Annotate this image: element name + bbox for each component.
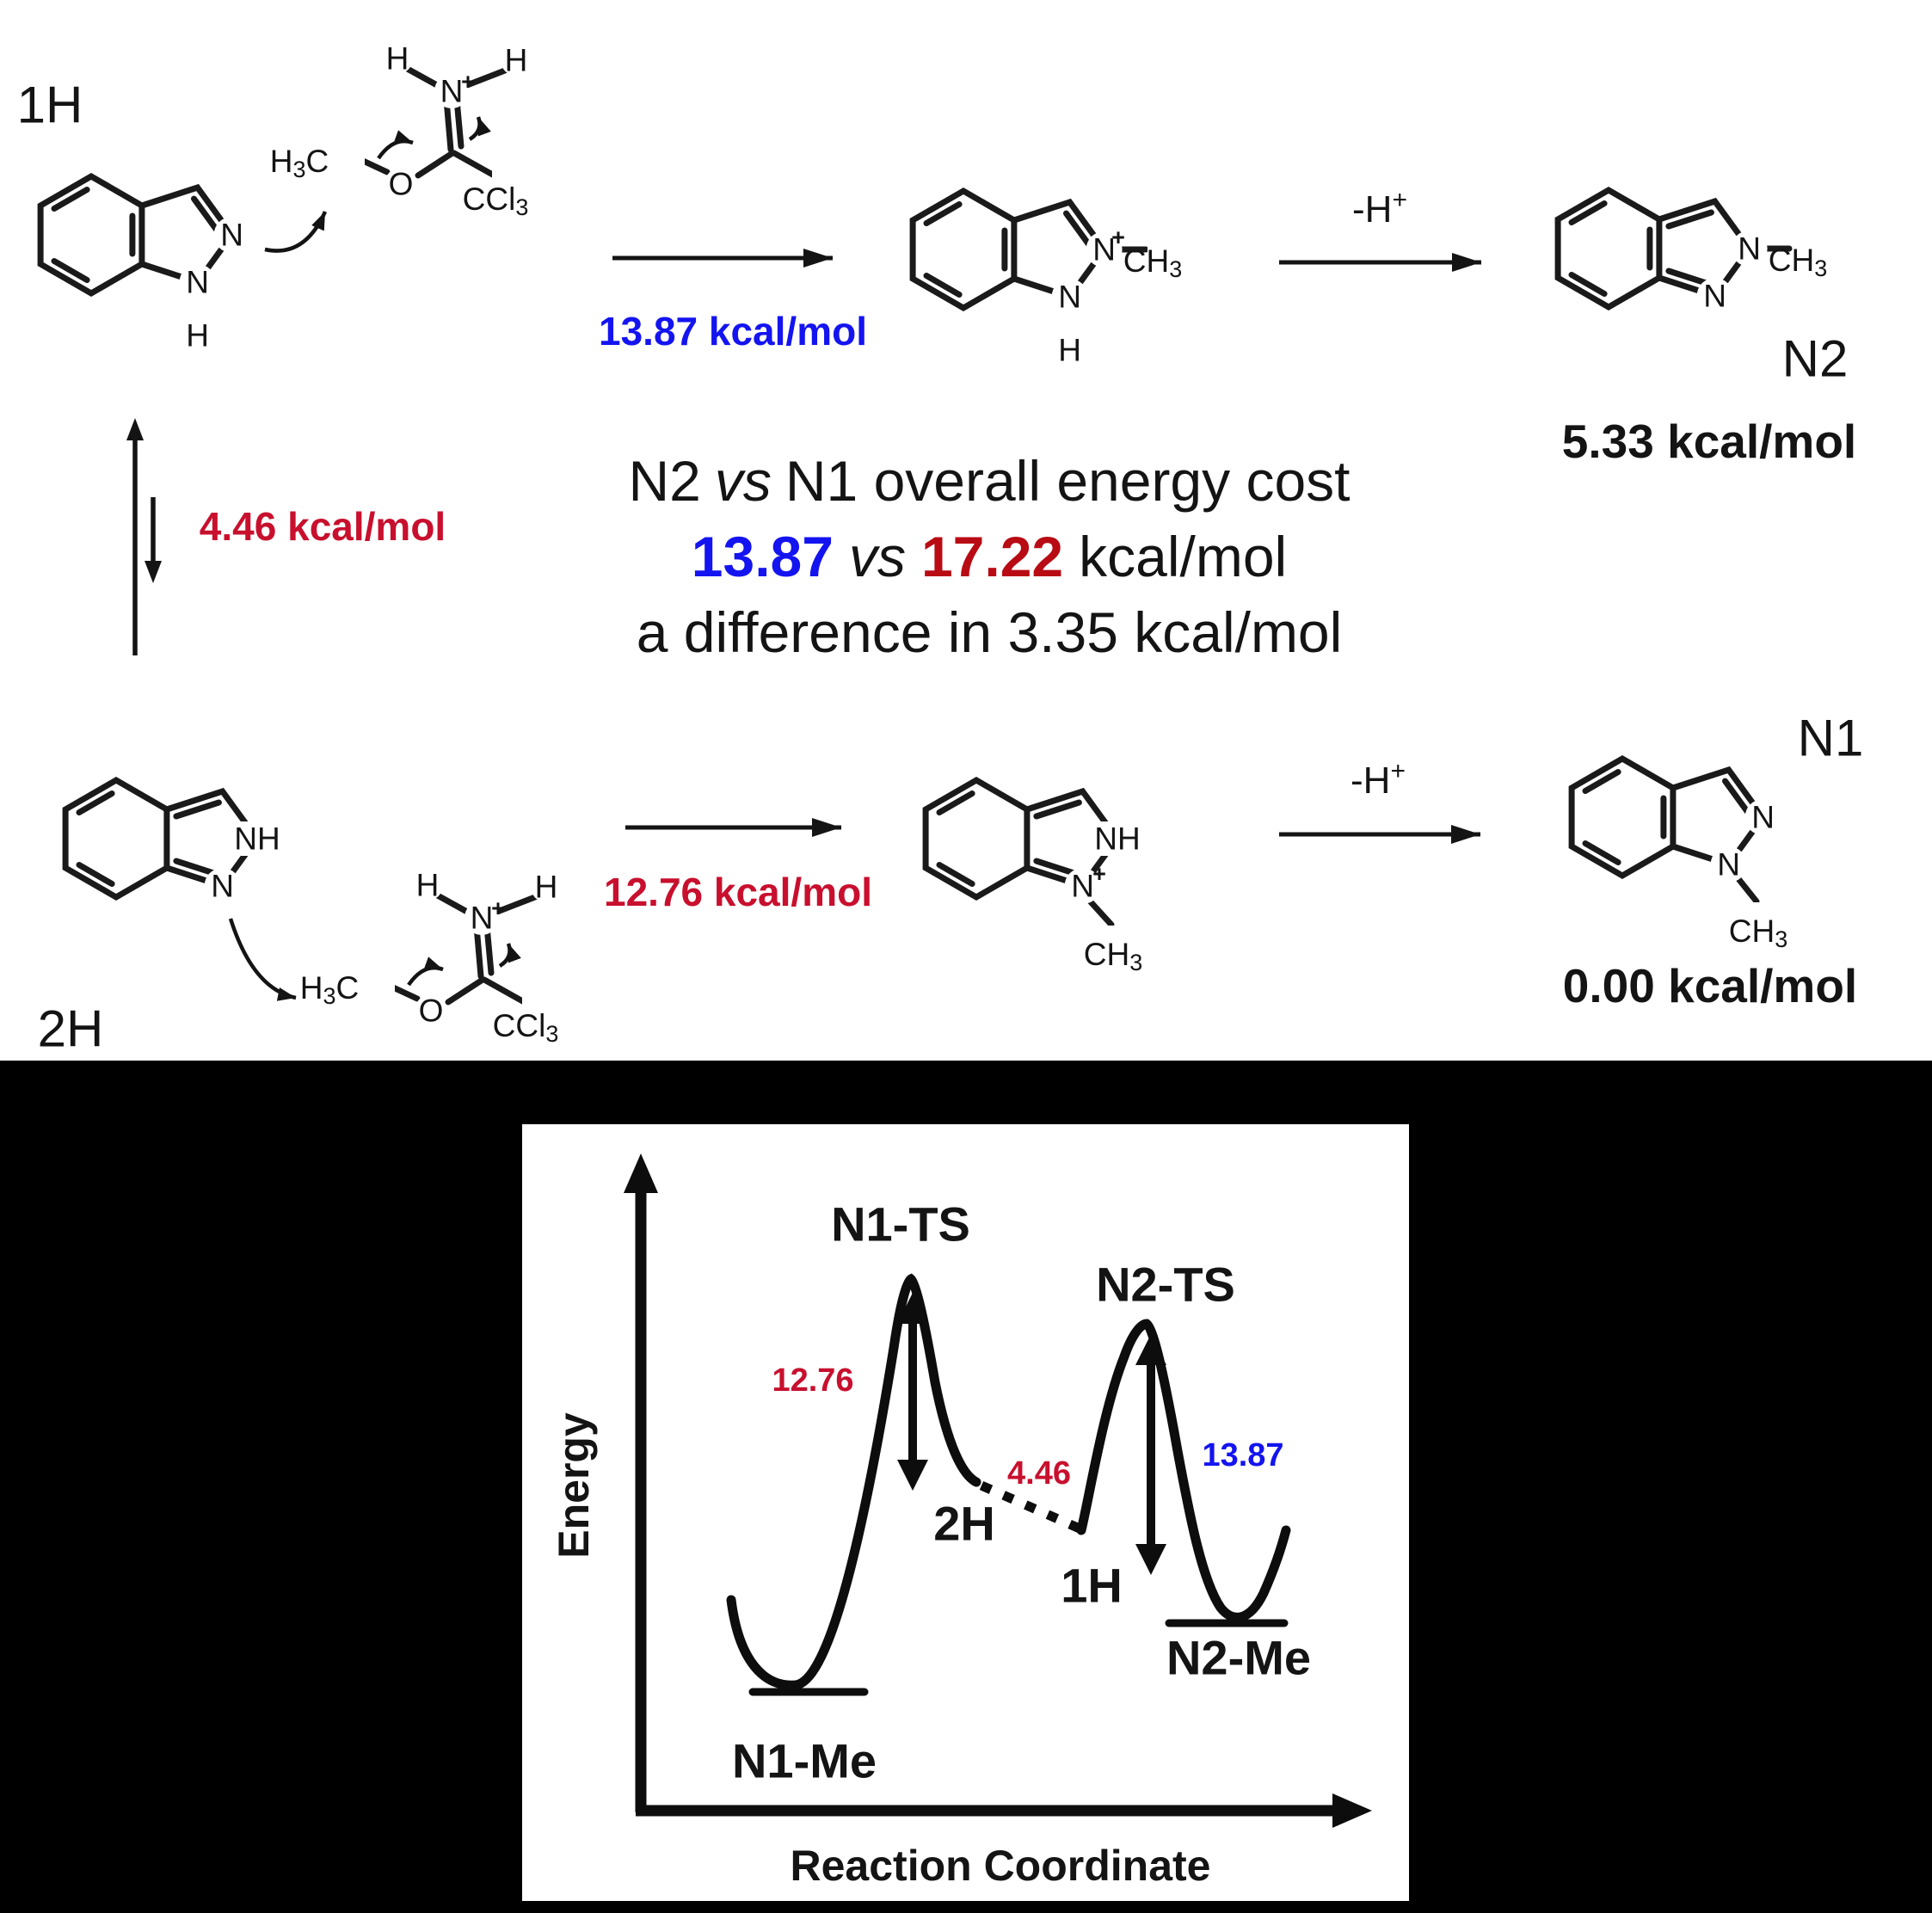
s6-ch3-group: CH3: [1729, 913, 1787, 953]
s2-n1-atom: N: [1058, 280, 1081, 315]
s2-n2-atom: N: [1092, 232, 1116, 268]
s5-indazolium-n1me-bonds: [922, 776, 1121, 928]
curved-arrow-r2-c-to-n: [498, 943, 521, 968]
y-axis-label: Energy: [550, 1412, 598, 1559]
atom-label-masks: [179, 43, 1861, 1031]
n1-barrier-arrow-down-icon: [897, 1460, 928, 1491]
product-n2-label: N2: [1782, 330, 1849, 388]
s3-ch3-group: CH3: [1769, 243, 1827, 282]
r2-o-atom: O: [419, 993, 444, 1029]
reagent2-bonds: [388, 890, 543, 1007]
mechanism-curved-arrows: [228, 116, 521, 1001]
x-axis-label: Reaction Coordinate: [791, 1842, 1211, 1890]
curved-arrow-2h-attack: [228, 918, 297, 1001]
r1-h-right: H: [505, 43, 528, 78]
curve-n1-path: [726, 1273, 981, 1690]
energy-diagram-canvas: N1-TS N2-TS 12.76 4.46 13.87 2H 1H N1-Me…: [550, 1153, 1372, 1890]
r2-ccl3-group: CCl3: [493, 1008, 559, 1048]
n2-barrier-arrow-down-icon: [1135, 1544, 1166, 1575]
s6-n1-atom: N: [1717, 847, 1740, 883]
intermediate-1h-label: 1H: [1061, 1559, 1123, 1613]
curved-arrow-r1-o-to-c: [377, 130, 414, 160]
reaction-arrows: [612, 249, 1481, 844]
r2-n-plus: +: [491, 895, 505, 921]
s2-n2-plus: +: [1111, 225, 1125, 250]
n1-barrier-value: 12.76: [772, 1362, 853, 1399]
s2-n1-h-atom: H: [1058, 333, 1081, 368]
s4-nh-atom: NH: [234, 821, 280, 857]
summary-line-2: 13.87 vs 17.22 kcal/mol: [692, 525, 1287, 588]
black-background-band: N1-TS N2-TS 12.76 4.46 13.87 2H 1H N1-Me…: [0, 1061, 1932, 1913]
n2-path-barrier-label: 13.87 kcal/mol: [599, 309, 867, 354]
r2-h-left: H: [416, 868, 440, 903]
energy-curve: [726, 1273, 1291, 1696]
s2-indazolium-n2me-bonds: [909, 187, 1149, 312]
s5-ch3-group: CH3: [1084, 937, 1142, 976]
r2-n-atom: N: [471, 901, 494, 936]
s5-n1-plus: +: [1092, 861, 1106, 887]
s1-n1-h-atom: H: [186, 318, 209, 354]
s2-ch3-group: CH3: [1123, 243, 1182, 283]
curved-arrow-r2-o-to-c: [407, 956, 444, 987]
tautomer-equilibrium-arrows: [126, 418, 162, 655]
n2-barrier-arrow-up-icon: [1135, 1334, 1166, 1365]
curved-arrow-1h-attack: [264, 211, 328, 253]
deprotonation-label-bottom: -H+: [1351, 757, 1406, 802]
curve-tautomerization-dashed: [979, 1480, 1082, 1534]
n1-me-label: N1-Me: [732, 1734, 877, 1788]
r1-h-left: H: [386, 41, 409, 77]
tautomer-1h-label: 1H: [17, 77, 83, 134]
summary-text: N2 vs N1 overall energy cost 13.87 vs 17.22 k…: [628, 449, 1350, 664]
s5-n1-atom: N: [1071, 869, 1094, 904]
barrier-arrows: [897, 1293, 1166, 1575]
intermediate-2h-label: 2H: [933, 1497, 995, 1551]
n2-barrier-value: 13.87: [1202, 1437, 1283, 1473]
r1-n-atom: N: [440, 74, 464, 109]
n1-relative-energy: 0.00 kcal/mol: [1563, 959, 1857, 1012]
summary-line-1: N2 vs N1 overall energy cost: [628, 449, 1350, 513]
n2-ts-label: N2-TS: [1096, 1258, 1235, 1312]
s4-n1-atom: N: [211, 869, 234, 904]
s1-n1-atom: N: [186, 265, 209, 300]
s5-nh-atom: NH: [1094, 821, 1140, 857]
n1-barrier-arrow-up-icon: [897, 1293, 928, 1324]
curved-arrow-r1-c-to-n: [468, 116, 491, 141]
reaction-scheme: N N H H H N + H3C O CCl3 N + N H CH3 N N…: [16, 40, 1864, 1058]
n2-relative-energy: 5.33 kcal/mol: [1562, 415, 1856, 468]
r2-h3c-group: H3C: [300, 970, 360, 1010]
r1-ccl3-group: CCl3: [463, 181, 529, 221]
tautomerization-value: 4.46: [1007, 1455, 1071, 1492]
atom-labels: N N H H H N + H3C O CCl3 N + N H CH3 N N…: [186, 41, 1827, 1048]
r1-h3c-group: H3C: [270, 144, 329, 183]
reaction-scheme-canvas: N N H H H N + H3C O CCl3 N + N H CH3 N N…: [17, 41, 1864, 1058]
s1-n2-atom: N: [220, 218, 243, 253]
s6-n2-atom: N: [1751, 800, 1775, 835]
tautomerization-energy-label: 4.46 kcal/mol: [200, 504, 446, 549]
n2-me-label: N2-Me: [1166, 1631, 1311, 1685]
r1-n-plus: +: [461, 69, 475, 95]
deprotonation-label-top: -H+: [1352, 186, 1407, 231]
n1-path-barrier-label: 12.76 kcal/mol: [604, 870, 872, 914]
r1-o-atom: O: [389, 167, 414, 202]
product-n1-label: N1: [1798, 710, 1864, 767]
s3-n2-atom: N: [1738, 231, 1761, 267]
r2-h-right: H: [535, 870, 558, 905]
summary-line-3: a difference in 3.35 kcal/mol: [637, 600, 1343, 664]
reagent1-bonds: [358, 64, 513, 181]
tautomer-2h-label: 2H: [38, 1000, 104, 1058]
energy-diagram-panel: N1-TS N2-TS 12.76 4.46 13.87 2H 1H N1-Me…: [522, 1124, 1409, 1901]
x-axis-arrowhead-icon: [1332, 1793, 1372, 1828]
curve-n2-path: [1076, 1319, 1291, 1622]
axes: [624, 1153, 1372, 1828]
n1-ts-label: N1-TS: [831, 1197, 970, 1252]
s3-n1-atom: N: [1703, 279, 1726, 314]
y-axis-arrowhead-icon: [624, 1153, 658, 1193]
